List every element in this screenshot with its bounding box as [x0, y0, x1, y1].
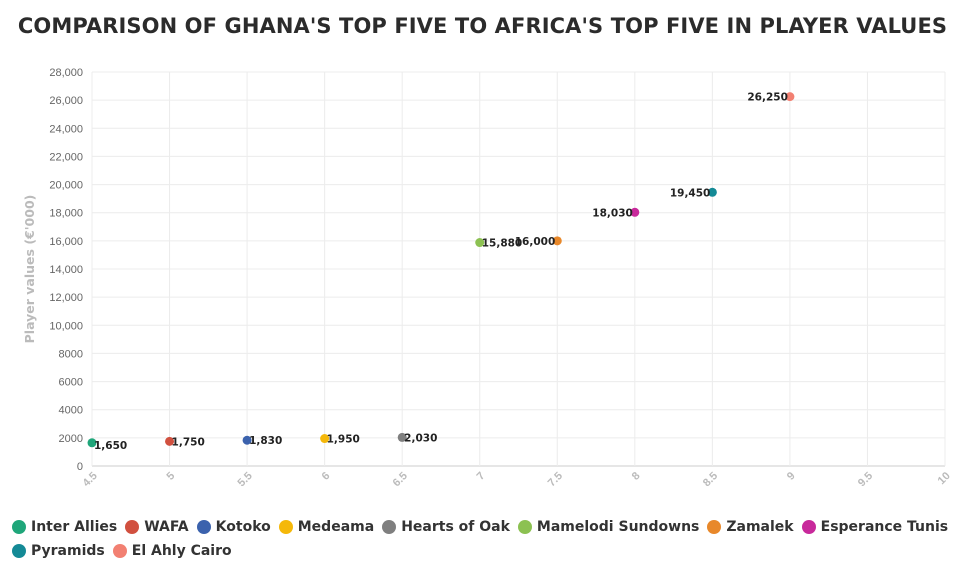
y-tick-label: 4000	[59, 405, 83, 417]
y-tick-label: 16,000	[49, 236, 83, 248]
data-point[interactable]	[242, 435, 252, 445]
data-label: 1,950	[327, 434, 360, 446]
x-tick-label: 7	[475, 470, 488, 483]
legend-swatch	[12, 520, 26, 534]
legend-item[interactable]: Esperance Tunis	[801, 517, 949, 537]
legend-label: Hearts of Oak	[401, 519, 510, 535]
y-tick-label: 2000	[59, 433, 83, 445]
y-axis-label: Player values (€'000)	[22, 195, 37, 344]
x-tick-label: 10	[936, 470, 953, 487]
legend-swatch	[801, 520, 816, 534]
data-label: 15,880	[482, 238, 523, 250]
x-tick-label: 7.5	[546, 470, 565, 489]
y-tick-label: 6000	[59, 377, 83, 389]
data-label: 26,250	[747, 92, 788, 104]
x-tick-label: 9.5	[856, 470, 875, 489]
data-point[interactable]	[707, 187, 717, 197]
legend-label: WAFA	[144, 519, 189, 535]
grid-lines	[91, 71, 946, 467]
legend-item[interactable]: Pyramids	[12, 541, 105, 561]
data-label: 18,030	[592, 207, 633, 219]
x-tick-label: 9	[785, 470, 798, 483]
y-tick-label: 22,000	[49, 151, 83, 163]
x-axis-ticks: 4.5 5 5.5 6 6.5 7 7.5 8 8.5 9 9.5 10	[80, 470, 952, 489]
legend-item[interactable]: Hearts of Oak	[382, 517, 510, 537]
legend-swatch	[196, 520, 211, 534]
y-tick-label: 28,000	[49, 67, 83, 79]
data-point[interactable]	[320, 434, 330, 444]
legend-swatch	[382, 520, 397, 534]
data-point[interactable]	[785, 92, 795, 102]
data-label: 2,030	[404, 432, 437, 444]
legend-label: Esperance Tunis	[820, 519, 949, 535]
legend-item[interactable]: WAFA	[125, 517, 189, 537]
x-tick-label: 5.5	[236, 470, 255, 489]
legend-item[interactable]: Medeama	[278, 517, 375, 537]
y-axis-ticks: 0 2000 4000 6000 8000 10,000 12,000 14,000 16,00…	[49, 67, 83, 473]
legend-item[interactable]: Kotoko	[196, 517, 271, 537]
legend-item[interactable]: Zamalek	[707, 517, 794, 537]
x-tick-label: 6	[320, 470, 333, 483]
data-point[interactable]	[87, 438, 97, 448]
data-point[interactable]	[475, 238, 485, 248]
y-tick-label: 24,000	[49, 123, 83, 135]
legend-swatch	[12, 544, 26, 558]
y-tick-label: 12,000	[49, 292, 83, 304]
data-point[interactable]	[165, 436, 175, 446]
y-tick-label: 10,000	[49, 320, 83, 332]
x-tick-label: 8	[630, 470, 643, 483]
data-label: 16,000	[515, 236, 556, 248]
y-tick-label: 18,000	[49, 208, 83, 220]
y-tick-label: 8000	[59, 348, 83, 360]
legend-label: Kotoko	[215, 519, 271, 535]
data-label: 1,750	[172, 436, 205, 448]
legend-label: Zamalek	[726, 519, 794, 535]
legend-swatch	[112, 544, 127, 558]
legend-label: El Ahly Cairo	[131, 543, 232, 559]
y-tick-label: 26,000	[49, 95, 83, 107]
legend-label: Mamelodi Sundowns	[536, 519, 700, 535]
scatter-chart: 0 2000 4000 6000 8000 10,000 12,000 14,000 16,00…	[22, 67, 953, 489]
x-tick-label: 8.5	[701, 470, 720, 489]
y-tick-label: 0	[77, 461, 83, 473]
legend-swatch	[707, 520, 722, 534]
y-tick-label: 20,000	[49, 180, 83, 192]
legend: Inter Allies WAFA Kotoko Medeama Hearts of O…	[12, 517, 952, 561]
data-point[interactable]	[552, 236, 562, 246]
legend-item[interactable]: Inter Allies	[12, 517, 117, 537]
legend-swatch	[278, 520, 293, 534]
x-tick-label: 5	[165, 470, 178, 483]
data-label: 1,650	[94, 440, 127, 452]
legend-swatch	[517, 520, 532, 534]
chart-title: COMPARISON OF GHANA'S TOP FIVE TO AFRICA…	[17, 14, 948, 38]
legend-label: Inter Allies	[31, 519, 118, 535]
data-point[interactable]	[397, 432, 407, 442]
data-points	[87, 92, 795, 448]
legend-label: Pyramids	[31, 543, 105, 559]
x-tick-label: 4.5	[80, 470, 99, 489]
legend-item[interactable]: Mamelodi Sundowns	[517, 517, 700, 537]
legend-label: Medeama	[297, 519, 375, 535]
data-label: 1,830	[249, 435, 282, 447]
legend-item[interactable]: El Ahly Cairo	[112, 541, 232, 561]
data-label: 19,450	[670, 187, 711, 199]
legend-swatch	[125, 520, 140, 534]
data-point[interactable]	[630, 207, 640, 217]
y-tick-label: 14,000	[49, 264, 83, 276]
x-tick-label: 6.5	[391, 470, 410, 489]
